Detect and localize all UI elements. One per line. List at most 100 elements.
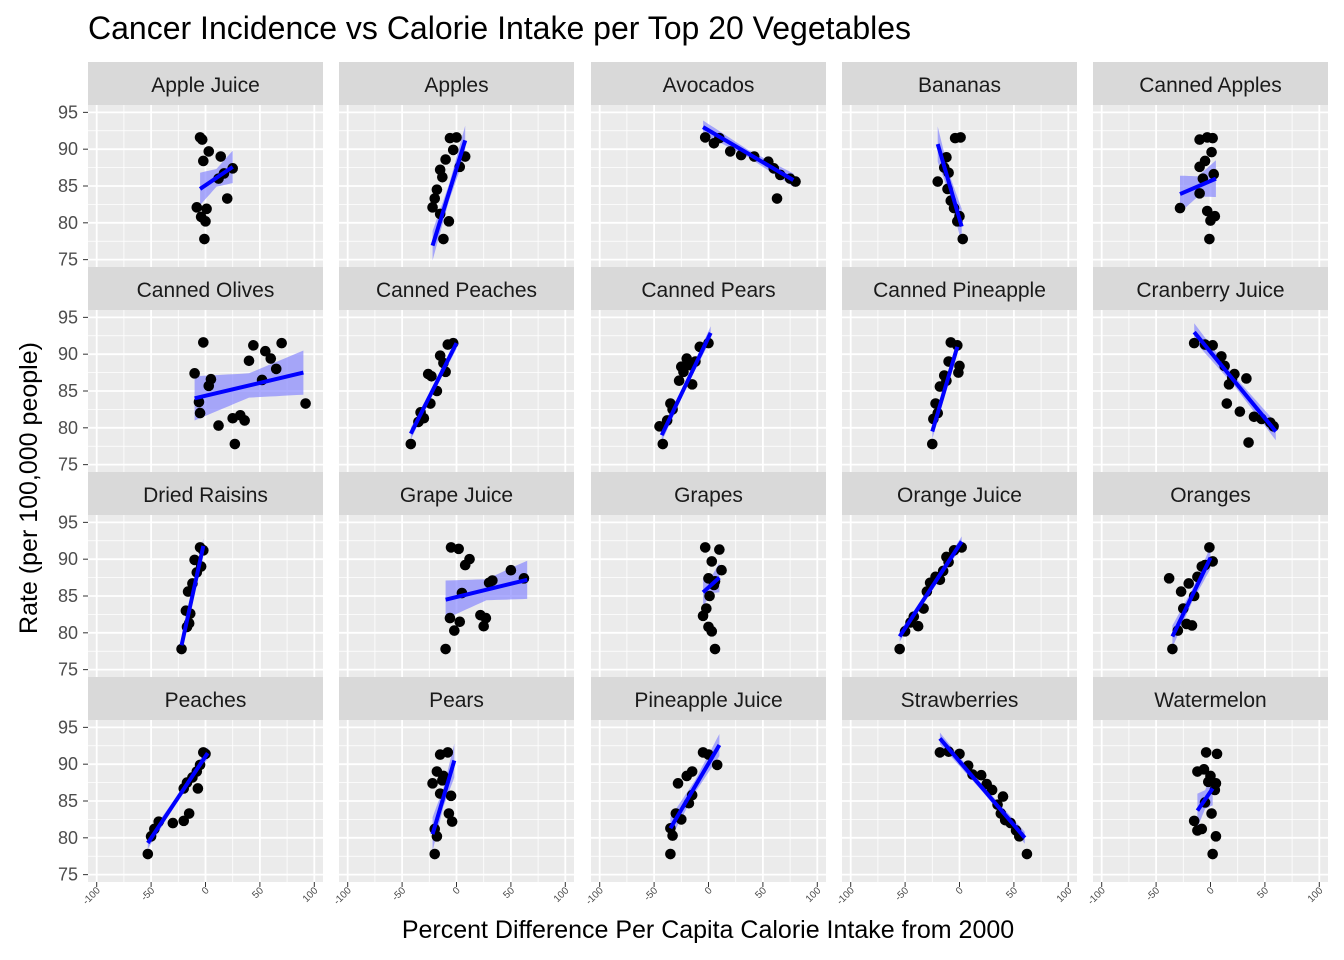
fit-line <box>445 577 528 602</box>
data-point <box>704 590 715 602</box>
data-point <box>440 154 451 165</box>
y-tick-label: 95 <box>58 717 78 737</box>
data-point <box>1196 823 1208 835</box>
facet-panel: Watermelon-100 -50 0 50 100 <box>1086 677 1328 907</box>
data-point <box>487 575 498 586</box>
facet-panel: Strawberries-100 -50 0 50 100 <box>835 677 1077 907</box>
data-point <box>912 620 924 632</box>
y-tick-label: 90 <box>58 139 78 159</box>
fit-line <box>1192 330 1278 433</box>
fit-line <box>668 744 722 830</box>
facet-strip <box>339 267 574 310</box>
facet-panel: Cranberry Juice <box>1093 267 1328 472</box>
facet-panel: Canned Olives 75 80 85 90 95 <box>58 267 323 475</box>
facet-strip <box>591 62 826 105</box>
data-point <box>1210 778 1222 789</box>
facet-panel: Bananas <box>842 62 1077 267</box>
data-point <box>932 176 944 187</box>
data-point <box>194 407 206 419</box>
data-point <box>1234 406 1246 417</box>
facet-strip <box>842 267 1077 310</box>
data-point <box>203 146 215 157</box>
fit-line <box>1179 176 1217 196</box>
data-point <box>673 375 685 386</box>
data-point <box>426 370 437 382</box>
fit-line <box>659 331 713 437</box>
y-tick-label: 75 <box>58 865 78 885</box>
data-point <box>480 612 492 624</box>
data-point <box>894 643 905 655</box>
facet-label: Cranberry Juice <box>1136 279 1284 302</box>
data-point <box>248 340 259 351</box>
y-tick-label: 80 <box>58 623 78 643</box>
data-point <box>300 398 311 409</box>
data-point <box>427 202 438 213</box>
data-point <box>716 564 727 576</box>
facet-label: Pears <box>429 689 484 712</box>
facet-panel: Grapes <box>591 472 826 677</box>
data-point <box>686 379 698 390</box>
chart-title: Cancer Incidence vs Calorie Intake per T… <box>88 10 911 46</box>
facet-strip <box>591 267 826 310</box>
y-axis-title: Rate (per 100,000 people) <box>15 342 43 634</box>
data-point <box>1207 132 1218 144</box>
facet-label: Pineapple Juice <box>634 689 782 712</box>
data-point <box>239 415 250 426</box>
facet-strip <box>591 472 826 515</box>
facet-strip <box>1093 677 1328 720</box>
data-point <box>1207 848 1218 860</box>
data-point <box>243 355 255 367</box>
fit-line <box>1170 556 1213 638</box>
data-point <box>446 816 458 827</box>
data-point <box>955 132 966 143</box>
facet-strip <box>339 62 574 105</box>
data-point <box>215 151 227 162</box>
data-point <box>1221 398 1233 409</box>
data-point <box>201 203 212 215</box>
data-point <box>1208 168 1220 180</box>
data-point <box>167 817 179 829</box>
facet-label: Dried Raisins <box>143 484 268 507</box>
data-point <box>934 747 946 758</box>
y-tick-label: 90 <box>58 549 78 569</box>
data-point <box>1183 578 1195 589</box>
data-point <box>200 216 211 227</box>
data-point <box>699 132 711 143</box>
data-point <box>665 848 676 860</box>
data-point <box>198 155 209 167</box>
data-point <box>451 132 462 143</box>
data-point <box>957 233 969 245</box>
facet-strip <box>1093 62 1328 105</box>
data-point <box>686 766 698 777</box>
data-point <box>714 544 725 555</box>
facet-label: Avocados <box>663 74 755 97</box>
facet-label: Canned Pears <box>641 279 775 302</box>
data-point <box>699 542 711 553</box>
facet-label: Canned Pineapple <box>873 279 1046 302</box>
fit-line <box>179 545 206 646</box>
facet-panel: Pears-100 -50 0 50 100 <box>332 677 574 907</box>
x-axis-title: Percent Difference Per Capita Calorie In… <box>402 916 1014 944</box>
data-point <box>198 337 209 348</box>
facet-panel: Canned Apples <box>1093 62 1328 267</box>
facet-label: Grapes <box>674 484 743 507</box>
data-point <box>142 848 154 860</box>
data-point <box>191 202 203 213</box>
data-point <box>440 643 451 655</box>
data-point <box>221 193 233 204</box>
data-point <box>1186 620 1198 631</box>
data-point <box>1209 210 1221 222</box>
facet-panel: Oranges <box>1093 472 1328 677</box>
data-point <box>975 769 987 781</box>
facet-panel: Dried Raisins 75 80 85 90 95 <box>58 472 323 680</box>
data-point <box>178 815 190 827</box>
data-point <box>192 783 204 794</box>
data-point <box>276 337 287 349</box>
data-point <box>443 808 455 819</box>
data-point <box>706 556 718 567</box>
facet-label: Orange Juice <box>897 484 1022 507</box>
fit-line <box>701 576 721 594</box>
facet-panel: Pineapple Juice-100 -50 0 50 100 <box>584 677 826 907</box>
